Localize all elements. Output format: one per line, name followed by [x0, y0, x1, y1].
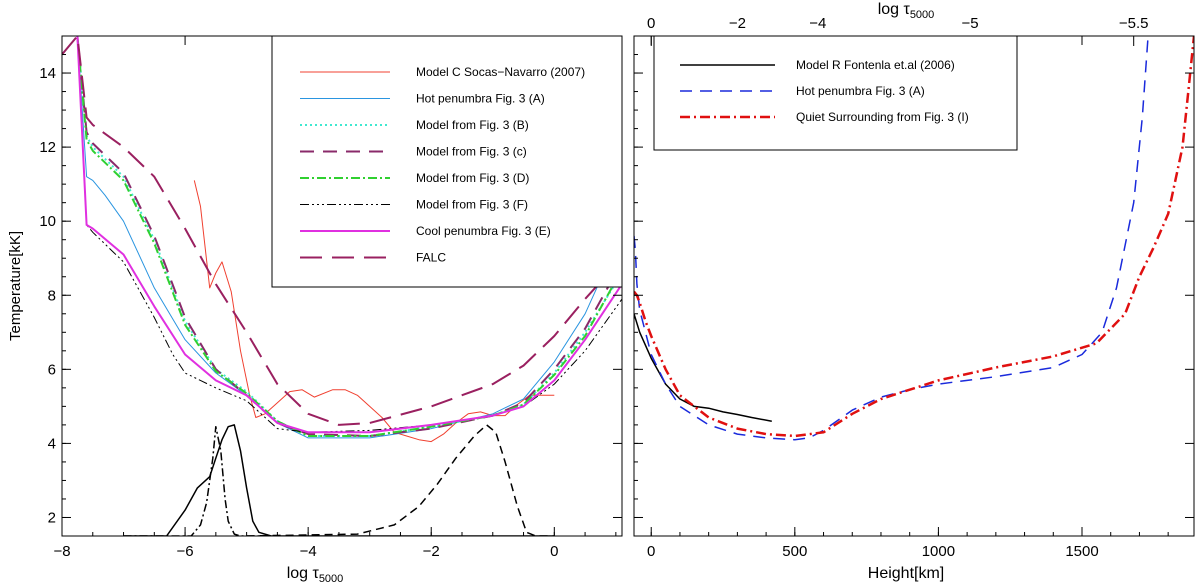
series-line-model-from-fig-3-d — [76, 36, 622, 437]
legend-label: Hot penumbra Fig. 3 (A) — [416, 92, 545, 106]
right-top-label-sub: 5000 — [910, 9, 934, 21]
legend-label: Model from Fig. 3 (B) — [416, 118, 529, 132]
legend-label: Model C Socas−Navarro (2007) — [416, 65, 585, 79]
left-panel: −8 −6 −4 −2 0 2 4 6 8 10 12 14 Temperature[kK] log … — [7, 35, 623, 585]
series-line-cf-dashed — [246, 424, 555, 536]
series-line-cf-solid — [123, 424, 555, 536]
legend-label: Hot penumbra Fig. 3 (A) — [796, 84, 925, 98]
top-axis-tick-label: −5 — [961, 15, 978, 32]
right-xlabel: Height[km] — [868, 565, 944, 582]
right-axis-ticks: 0 500 1000 1500 0 −2 −4 −5 −5.5 — [634, 15, 1194, 560]
y-tick-label: 12 — [39, 139, 56, 156]
left-ylabel: Temperature[kK] — [7, 231, 24, 341]
top-axis-tick-label: −5.5 — [1119, 15, 1149, 32]
right-top-axis-label: log τ5000 — [878, 1, 935, 21]
y-tick-label: 2 — [48, 509, 56, 526]
right-top-label-main: log τ — [878, 1, 911, 18]
y-tick-label: 8 — [48, 287, 56, 304]
left-plot-data — [62, 36, 622, 536]
x-tick-label: 0 — [647, 543, 655, 560]
x-tick-label: 0 — [550, 543, 558, 560]
right-legend-box — [653, 35, 1018, 151]
right-panel: 0 500 1000 1500 0 −2 −4 −5 −5.5 Height[km] log τ… — [633, 1, 1195, 582]
x-tick-label: −4 — [300, 543, 317, 560]
left-xlabel-main: log τ — [287, 565, 320, 582]
right-plot-data — [634, 36, 1194, 441]
legend-label: Model from Fig. 3 (D) — [416, 171, 529, 185]
top-axis-tick-label: 0 — [647, 15, 655, 32]
series-line-quiet-surrounding-from-fig-3-i — [634, 36, 1194, 438]
x-tick-label: 500 — [782, 543, 807, 560]
legend-label: Quiet Surrounding from Fig. 3 (I) — [796, 110, 969, 124]
series-line-cool-penumbra-fig-3-e — [76, 36, 622, 434]
legend-label: Model from Fig. 3 (F) — [416, 198, 528, 212]
x-tick-label: −6 — [177, 543, 194, 560]
y-tick-label: 4 — [48, 435, 56, 452]
left-legend-box — [271, 35, 623, 288]
x-tick-label: −8 — [53, 543, 70, 560]
series-line-model-r-fontenla-et-al-2006 — [634, 313, 772, 422]
y-tick-label: 10 — [39, 213, 56, 230]
y-tick-label: 14 — [39, 65, 56, 82]
legend-label: FALC — [416, 251, 446, 265]
x-tick-label: 1500 — [1065, 543, 1098, 560]
top-axis-tick-label: −4 — [809, 15, 826, 32]
y-tick-label: 6 — [48, 361, 56, 378]
right-legend: Model R Fontenla et.al (2006) Hot penumbr… — [653, 35, 1018, 151]
left-legend: Model C Socas−Navarro (2007) Hot penumbra… — [271, 35, 623, 288]
legend-label: Cool penumbra Fig. 3 (E) — [416, 224, 551, 238]
series-line-model-from-fig-3-c — [76, 36, 622, 437]
x-tick-label: 1000 — [922, 543, 955, 560]
series-line-falc — [62, 36, 622, 426]
legend-label: Model R Fontenla et.al (2006) — [796, 58, 955, 72]
top-axis-tick-label: −2 — [729, 15, 746, 32]
legend-label: Model from Fig. 3 (c) — [416, 145, 527, 159]
left-xlabel-sub: 5000 — [319, 573, 343, 585]
x-tick-label: −2 — [423, 543, 440, 560]
left-xlabel: log τ5000 — [287, 565, 344, 585]
series-line-cf-dashdot — [123, 425, 278, 536]
